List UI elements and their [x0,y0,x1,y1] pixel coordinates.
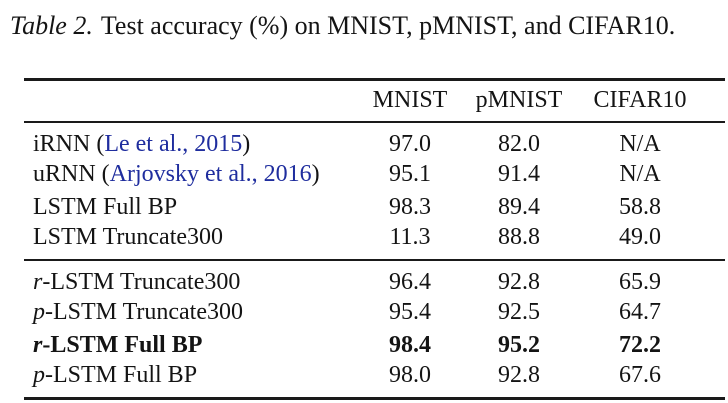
cell-cifar10: 72.2 [619,331,661,358]
cell-mnist: 95.4 [389,298,431,325]
table-row: r-LSTM Truncate300 96.4 92.8 65.9 [24,260,725,296]
model-name: uRNN ( [33,160,110,187]
cell-pmnist: 92.5 [498,298,540,325]
table-row: p-LSTM Truncate300 95.4 92.5 64.7 [24,296,725,329]
model-name: -LSTM Truncate300 [42,268,241,295]
cell-mnist: 98.0 [389,361,431,388]
cell-mnist: 11.3 [389,223,431,250]
cell-mnist: 98.4 [389,331,431,358]
caption-label: Table 2. [10,11,93,40]
cell-pmnist: 92.8 [498,361,540,388]
model-label: LSTM Full BP [24,191,354,224]
table-header: MNIST pMNIST CIFAR10 [24,80,725,122]
model-name: -LSTM Full BP [45,361,198,388]
model-name-post: ) [242,130,251,157]
header-cifar10: CIFAR10 [593,87,687,114]
cell-mnist: 98.3 [389,193,431,220]
cell-mnist: 97.0 [389,130,431,157]
cell-cifar10: 64.7 [619,298,661,325]
table-row: r-LSTM Full BP 98.4 95.2 72.2 [24,329,725,362]
results-table: MNIST pMNIST CIFAR10 iRNN (Le et al., 20… [24,78,725,400]
model-name: -LSTM Truncate300 [45,298,243,325]
cell-cifar10: 58.8 [619,193,661,220]
cell-pmnist: 88.8 [498,223,540,250]
table-row: p-LSTM Full BP 98.0 92.8 67.6 [24,362,725,399]
header-row: MNIST pMNIST CIFAR10 [24,80,725,122]
cell-cifar10: 67.6 [619,361,661,388]
cell-mnist: 96.4 [389,268,431,295]
cell-pmnist: 95.2 [498,331,540,358]
citation-link[interactable]: Le et al., 2015 [104,130,243,157]
model-prefix: p [33,298,45,325]
cell-mnist: 95.1 [389,160,431,187]
model-label: r-LSTM Full BP [24,329,354,362]
cell-pmnist: 92.8 [498,268,540,295]
model-label: LSTM Truncate300 [24,224,354,260]
cell-pmnist: 82.0 [498,130,540,157]
table-row: LSTM Full BP 98.3 89.4 58.8 [24,191,725,224]
cell-pmnist: 89.4 [498,193,540,220]
header-mnist: MNIST [372,87,448,114]
model-prefix: r [33,331,43,358]
cell-pmnist: 91.4 [498,160,540,187]
model-name: LSTM Truncate300 [33,223,224,250]
caption-text: Test accuracy (%) on MNIST, pMNIST, and … [100,11,676,40]
cell-cifar10: 49.0 [619,223,661,250]
model-name: -LSTM Full BP [42,331,203,358]
cell-cifar10: 65.9 [619,268,661,295]
model-label: iRNN (Le et al., 2015) [24,122,354,158]
model-label: p-LSTM Full BP [24,362,354,399]
model-name: iRNN ( [33,130,105,157]
cell-cifar10: N/A [619,130,661,157]
citation-link[interactable]: Arjovsky et al., 2016 [109,160,312,187]
model-label: p-LSTM Truncate300 [24,296,354,329]
table-row: uRNN (Arjovsky et al., 2016) 95.1 91.4 N… [24,158,725,191]
table-row: iRNN (Le et al., 2015) 97.0 82.0 N/A [24,122,725,158]
model-name-post: ) [311,160,320,187]
model-label: r-LSTM Truncate300 [24,260,354,296]
table-caption: Table 2. Test accuracy (%) on MNIST, pMNI… [10,11,722,41]
cell-cifar10: N/A [619,160,661,187]
model-prefix: p [33,361,45,388]
header-pmnist: pMNIST [475,87,563,114]
model-label: uRNN (Arjovsky et al., 2016) [24,158,354,191]
proposed-methods-section: r-LSTM Truncate300 96.4 92.8 65.9 p-LSTM… [24,260,725,399]
table-row: LSTM Truncate300 11.3 88.8 49.0 [24,224,725,260]
model-prefix: r [33,268,43,295]
header-empty-cell [24,80,354,122]
baselines-section: iRNN (Le et al., 2015) 97.0 82.0 N/A uRN… [24,122,725,260]
model-name: LSTM Full BP [33,193,178,220]
